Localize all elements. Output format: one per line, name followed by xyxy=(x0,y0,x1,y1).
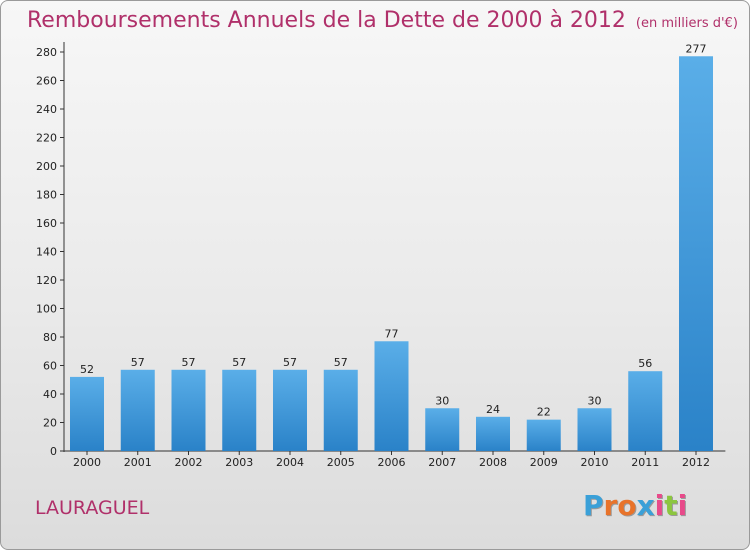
y-tick-label: 280 xyxy=(36,46,57,59)
x-tick-label-2003: 2003 xyxy=(225,456,253,469)
bar-2001 xyxy=(120,369,155,451)
bar-2011 xyxy=(628,371,663,451)
data-label-2012: 277 xyxy=(686,42,707,55)
y-tick-label: 100 xyxy=(36,303,57,316)
x-tick-label-2012: 2012 xyxy=(682,456,710,469)
data-label-2008: 24 xyxy=(486,403,500,416)
y-tick-label: 20 xyxy=(43,417,57,430)
x-tick-label-2000: 2000 xyxy=(73,456,101,469)
logo-letter: i xyxy=(654,489,665,522)
x-tick-label-2004: 2004 xyxy=(276,456,304,469)
x-tick-label-2010: 2010 xyxy=(581,456,609,469)
y-tick-label: 40 xyxy=(43,388,57,401)
y-tick-label: 0 xyxy=(50,445,57,458)
logo-letter: t xyxy=(664,489,678,522)
bar-2000 xyxy=(70,376,104,451)
x-tick-label-2002: 2002 xyxy=(175,456,203,469)
chart-title: Remboursements Annuels de la Dette de 20… xyxy=(27,8,738,33)
bar-2009 xyxy=(526,419,561,451)
commune-name: LAURAGUEL xyxy=(35,497,150,519)
chart-unit-label: (en milliers d'€) xyxy=(635,16,738,31)
chart-axes: 0 20 40 60 80 100 120 140 160 180 200 220 240 260 280 2… xyxy=(36,42,726,469)
bar-2007 xyxy=(425,408,460,451)
x-tick-label-2008: 2008 xyxy=(479,456,507,469)
logo-letter: i xyxy=(677,489,688,522)
logo-letter: o xyxy=(617,489,637,522)
bar-2003 xyxy=(222,369,257,451)
data-label-2010: 30 xyxy=(588,394,602,407)
bar-2005 xyxy=(323,369,358,451)
data-label-2005: 57 xyxy=(334,356,348,369)
bar-2006 xyxy=(374,341,409,451)
x-tick-label-2001: 2001 xyxy=(124,456,152,469)
logo-letter: x xyxy=(636,489,655,522)
x-tick-label-2011: 2011 xyxy=(631,456,659,469)
y-tick-label: 60 xyxy=(43,360,57,373)
data-label-2002: 57 xyxy=(182,356,196,369)
chart-labels: 52 57 57 57 57 57 77 30 24 22 30 56 277 xyxy=(80,42,707,418)
data-label-2009: 22 xyxy=(537,406,551,419)
y-tick-label: 80 xyxy=(43,331,57,344)
bar-2010 xyxy=(577,408,612,451)
y-tick-label: 240 xyxy=(36,103,57,116)
x-tick-label-2005: 2005 xyxy=(327,456,355,469)
proxiti-logo: Proxiti xyxy=(583,489,687,522)
data-label-2000: 52 xyxy=(80,363,94,376)
data-label-2004: 57 xyxy=(283,356,297,369)
data-label-2003: 57 xyxy=(232,356,246,369)
data-label-2001: 57 xyxy=(131,356,145,369)
x-tick-label-2007: 2007 xyxy=(428,456,456,469)
y-tick-label: 180 xyxy=(36,189,57,202)
data-label-2007: 30 xyxy=(435,394,449,407)
logo-letter: P xyxy=(583,489,604,522)
x-tick-label-2006: 2006 xyxy=(378,456,406,469)
logo-letter: r xyxy=(603,489,618,522)
y-tick-label: 120 xyxy=(36,274,57,287)
bar-2002 xyxy=(171,369,206,451)
y-tick-label: 200 xyxy=(36,160,57,173)
bar-2008 xyxy=(476,416,510,451)
data-label-2006: 77 xyxy=(385,327,399,340)
y-tick-label: 140 xyxy=(36,246,57,259)
y-tick-label: 220 xyxy=(36,132,57,145)
chart-title-text: Remboursements Annuels de la Dette de 20… xyxy=(27,8,626,33)
bar-2012 xyxy=(679,56,713,452)
data-label-2011: 56 xyxy=(638,357,652,370)
y-tick-label: 160 xyxy=(36,217,57,230)
chart-bars xyxy=(70,56,713,452)
x-tick-label-2009: 2009 xyxy=(530,456,558,469)
bar-2004 xyxy=(273,369,307,451)
y-tick-label: 260 xyxy=(36,75,57,88)
